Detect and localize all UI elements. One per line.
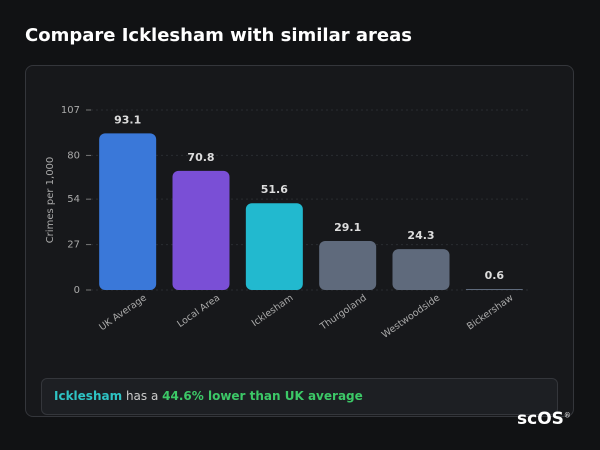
value-label: 70.8 <box>187 151 214 164</box>
logo-text: scOS <box>517 409 564 429</box>
x-tick-label: Westwoodside <box>380 292 442 340</box>
value-label: 93.1 <box>114 113 141 126</box>
bar <box>465 288 523 290</box>
insight-box: Icklesham has a 44.6% lower than UK aver… <box>41 378 558 415</box>
bar <box>319 241 377 290</box>
x-tick-label: Bickershaw <box>465 292 516 332</box>
bar <box>245 203 303 290</box>
page-title: Compare Icklesham with similar areas <box>25 25 412 46</box>
value-label: 0.6 <box>485 269 505 282</box>
x-tick-label: Icklesham <box>250 292 296 329</box>
bar <box>99 133 157 290</box>
insight-connector: has a <box>125 389 159 403</box>
y-tick-label: 54 <box>67 194 80 205</box>
x-tick-label: Local Area <box>175 292 222 329</box>
y-tick-label: 80 <box>67 150 80 161</box>
value-label: 29.1 <box>334 221 361 234</box>
x-tick-label: UK Average <box>97 292 149 333</box>
logo: scOS® <box>517 409 571 429</box>
value-label: 24.3 <box>407 229 434 242</box>
y-tick-label: 27 <box>67 240 80 251</box>
x-tick-label: Thurgoland <box>317 292 368 333</box>
bar <box>172 170 230 290</box>
y-tick-label: 0 <box>74 285 80 296</box>
y-tick-label: 107 <box>61 105 80 116</box>
y-axis-label: Crimes per 1,000 <box>45 157 56 244</box>
bar <box>392 249 450 290</box>
insight-area: Icklesham <box>54 389 123 403</box>
value-label: 51.6 <box>261 183 288 196</box>
insight-highlight: 44.6% lower than UK average <box>162 389 363 403</box>
logo-mark: ® <box>563 411 571 420</box>
